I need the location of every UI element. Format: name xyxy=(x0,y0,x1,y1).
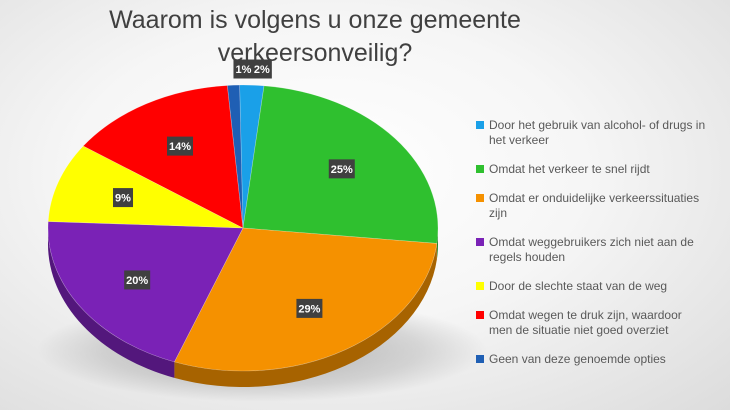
legend-label-5: Door de slechte staat van de weg xyxy=(489,279,668,293)
slice-7-data-label-text: 1% xyxy=(236,64,252,76)
slice-2-side xyxy=(436,228,438,260)
chart-legend: Door het gebruik van alcohol- of drugs i… xyxy=(476,118,706,381)
legend-item-7: Geen van deze genoemde opties xyxy=(476,352,706,367)
slice-2-data-label-text: 25% xyxy=(331,164,353,176)
legend-label-7: Geen van deze genoemde opties xyxy=(489,352,666,366)
chart-title: Waarom is volgens u onze gemeente verkee… xyxy=(80,4,550,70)
legend-swatch-5 xyxy=(476,282,484,290)
legend-item-2: Omdat het verkeer te snel rijdt xyxy=(476,162,706,177)
pie-data-labels: 2% 25% 29% 20% 9% 14% 1% xyxy=(113,59,355,318)
legend-swatch-3 xyxy=(476,194,484,202)
slice-4-data-label: 20% xyxy=(124,270,151,290)
slice-3-side xyxy=(174,243,437,387)
slice-6 xyxy=(82,85,244,229)
slice-1-data-label-box xyxy=(251,59,272,79)
legend-label-1: Door het gebruik van alcohol- of drugs i… xyxy=(489,118,706,147)
chart-title-line-1: Waarom is volgens u onze gemeente xyxy=(109,6,521,34)
slice-5-data-label-box xyxy=(113,188,134,208)
slice-5 xyxy=(47,145,244,229)
slice-7-data-label-box xyxy=(233,59,254,79)
slice-3-data-label-box xyxy=(296,298,323,318)
legend-label-3: Omdat er onduidelijke verkeerssituaties … xyxy=(489,191,700,220)
slice-4-side xyxy=(48,228,175,378)
pie-slices xyxy=(47,84,439,372)
legend-swatch-1 xyxy=(476,121,484,129)
legend-label-6: Omdat wegen te druk zijn, waardoor men d… xyxy=(489,308,682,337)
slice-6-data-label: 14% xyxy=(167,136,194,156)
slice-5-data-label-text: 9% xyxy=(115,193,131,205)
slice-1 xyxy=(239,84,265,229)
slice-2-data-label-box xyxy=(328,159,355,179)
slice-4-data-label-text: 20% xyxy=(126,275,148,287)
legend-item-1: Door het gebruik van alcohol- of drugs i… xyxy=(476,118,706,148)
slice-6-data-label-text: 14% xyxy=(169,141,191,153)
slice-1-data-label: 2% xyxy=(251,59,272,79)
slice-4 xyxy=(47,221,244,363)
legend-item-3: Omdat er onduidelijke verkeerssituaties … xyxy=(476,191,706,221)
legend-swatch-7 xyxy=(476,355,484,363)
legend-label-4: Omdat weggebruikers zich niet aan de reg… xyxy=(489,235,694,264)
slice-7-data-label: 1% xyxy=(233,59,254,79)
slice-1-data-label-text: 2% xyxy=(254,64,270,76)
legend-label-2: Omdat het verkeer te snel rijdt xyxy=(489,162,650,176)
pie-sides xyxy=(48,228,438,387)
legend-item-6: Omdat wegen te druk zijn, waardoor men d… xyxy=(476,308,706,338)
slice-3-data-label-text: 29% xyxy=(298,303,320,315)
slice-7 xyxy=(227,84,244,229)
legend-swatch-6 xyxy=(476,311,484,319)
slice-6-data-label-box xyxy=(167,136,194,156)
legend-item-4: Omdat weggebruikers zich niet aan de reg… xyxy=(476,235,706,265)
legend-swatch-4 xyxy=(476,238,484,246)
slice-3-data-label: 29% xyxy=(296,298,323,318)
slice-2-data-label: 25% xyxy=(328,159,355,179)
legend-item-5: Door de slechte staat van de weg xyxy=(476,279,706,294)
slice-5-data-label: 9% xyxy=(113,188,134,208)
legend-swatch-2 xyxy=(476,165,484,173)
slice-4-data-label-box xyxy=(124,270,151,290)
